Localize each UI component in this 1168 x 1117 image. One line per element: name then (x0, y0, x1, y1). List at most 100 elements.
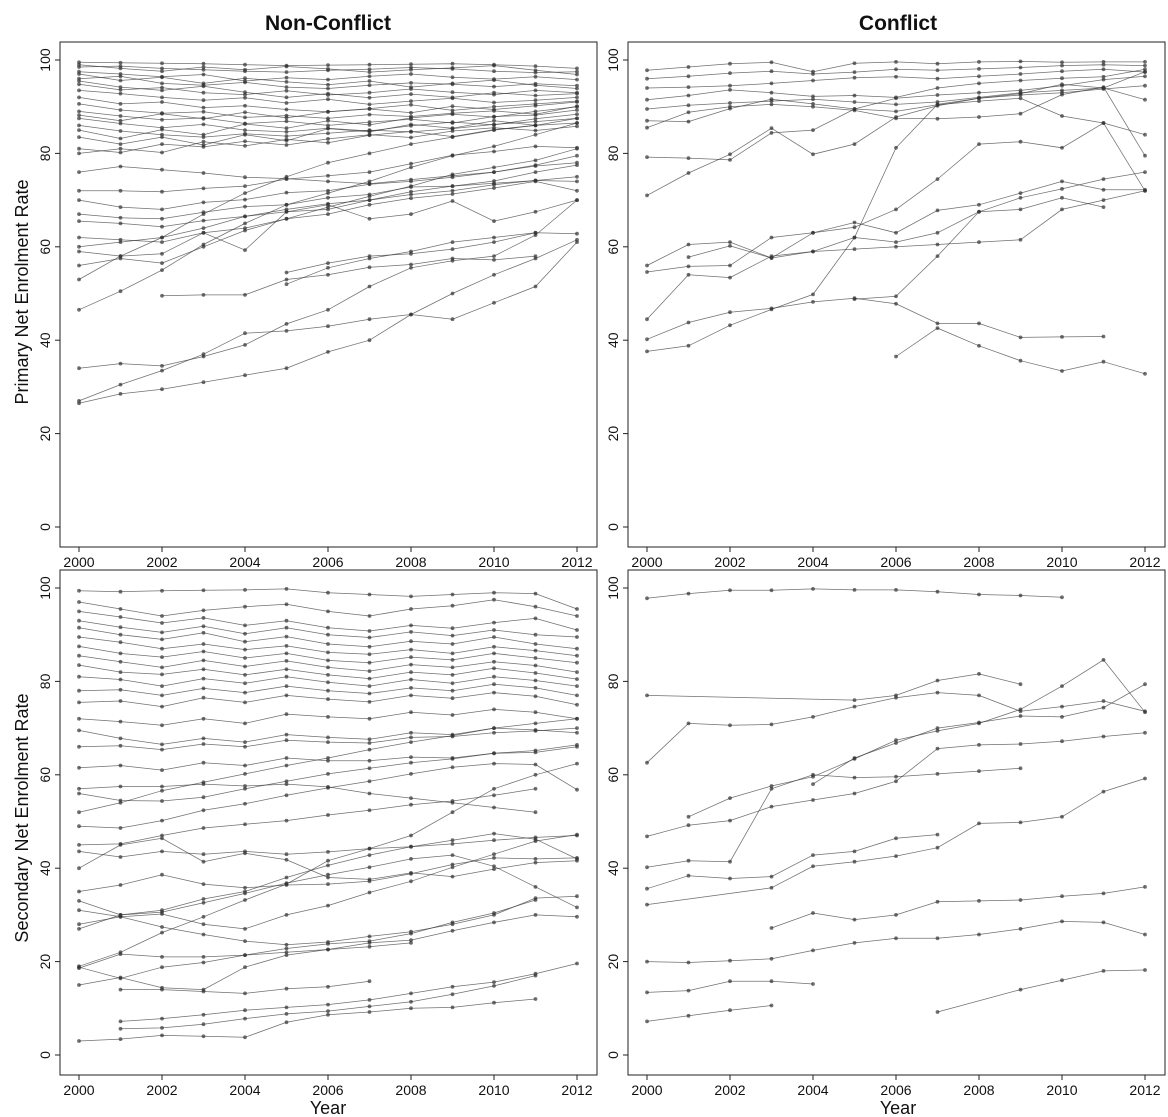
series-line (78, 783, 536, 813)
series-point (645, 596, 649, 601)
series-point (77, 249, 81, 254)
series-point (160, 646, 164, 651)
series-point (769, 588, 774, 593)
y-tick-label: 60 (605, 239, 621, 255)
series-point (1060, 69, 1064, 74)
series-point (769, 956, 774, 961)
series-line (120, 975, 536, 1030)
series-point (77, 366, 81, 371)
series-point (284, 270, 289, 275)
series-point (160, 1016, 164, 1021)
series-point (409, 62, 413, 67)
x-tick-label: 2004 (229, 554, 260, 570)
series-point (118, 987, 123, 992)
series-point (409, 165, 413, 170)
series-point (450, 592, 455, 597)
series-point (326, 697, 330, 701)
series-point (450, 842, 455, 846)
series-point (284, 818, 289, 823)
series-point (326, 118, 330, 123)
series-point (367, 691, 372, 696)
series-point (1143, 682, 1147, 687)
series-point (201, 1012, 206, 1017)
series-point (935, 772, 940, 776)
series-point (160, 955, 164, 959)
series-point (852, 588, 857, 592)
series-point (1060, 894, 1064, 899)
y-tick-label: 0 (605, 1051, 621, 1059)
series-point (1060, 63, 1064, 68)
series-line (78, 899, 536, 979)
series-point (118, 855, 123, 859)
series-point (367, 284, 372, 289)
series-point (367, 182, 372, 187)
series-point (769, 97, 774, 102)
series-point (894, 301, 898, 306)
series-point (326, 609, 330, 614)
series-point (894, 695, 898, 700)
series-point (492, 590, 496, 595)
series-point (201, 808, 206, 813)
x-tick-label: 2008 (395, 554, 426, 570)
series-point (118, 102, 123, 106)
y-tick-label: 40 (605, 332, 621, 348)
series-point (201, 667, 206, 672)
series-point (450, 984, 455, 989)
series-point (728, 263, 732, 268)
series-point (284, 793, 289, 798)
series-point (160, 672, 164, 677)
series-point (160, 364, 164, 368)
y-tick-label: 80 (37, 145, 53, 161)
series-point (492, 690, 496, 695)
series-point (409, 607, 413, 611)
series-point (1101, 198, 1106, 203)
series-point (645, 155, 649, 160)
y-tick-label: 100 (605, 576, 621, 600)
series-point (243, 681, 247, 686)
series-point (160, 100, 164, 104)
series-point (852, 704, 857, 709)
series-point (201, 1034, 206, 1039)
series-point (367, 660, 372, 665)
series-point (894, 115, 898, 119)
series-point (533, 721, 538, 726)
series-point (728, 323, 732, 328)
series-point (533, 74, 538, 79)
series-point (243, 128, 247, 133)
series-point (409, 999, 413, 1004)
series-point (533, 109, 538, 114)
series-point (492, 144, 496, 149)
x-tick-label: 2000 (63, 554, 94, 570)
series-point (811, 249, 815, 254)
series-point (645, 193, 649, 198)
series-point (160, 135, 164, 140)
series-point (284, 143, 289, 147)
x-tick-label: 2002 (714, 554, 745, 570)
series-point (852, 75, 857, 80)
series-point (492, 84, 496, 89)
series-point (160, 1033, 164, 1038)
series-point (575, 174, 579, 179)
series-point (811, 104, 815, 109)
series-point (409, 135, 413, 140)
series-point (367, 1004, 372, 1009)
series-point (243, 965, 247, 970)
series-point (326, 665, 330, 670)
series-point (533, 113, 538, 117)
series-point (852, 756, 857, 760)
series-point (894, 96, 898, 101)
series-point (118, 677, 123, 682)
series-point (492, 674, 496, 679)
series-point (326, 680, 330, 685)
series-point (492, 838, 496, 843)
series-point (728, 104, 732, 109)
series-point (575, 66, 579, 71)
series-point (326, 642, 330, 646)
series-point (367, 102, 372, 107)
y-tick-label: 80 (605, 145, 621, 161)
series-point (284, 126, 289, 131)
x-tick-label: 2012 (561, 1082, 592, 1098)
series-point (686, 255, 691, 259)
series-point (367, 90, 372, 95)
series-line (161, 255, 536, 297)
